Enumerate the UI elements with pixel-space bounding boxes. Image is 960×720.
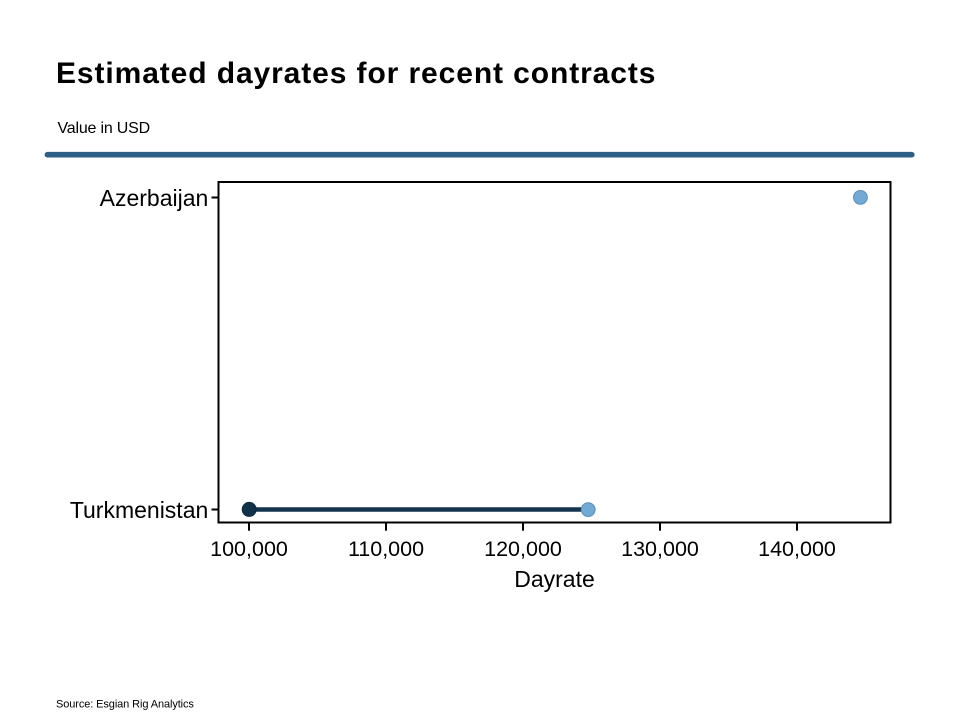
svg-text:Azerbaijan: Azerbaijan xyxy=(100,185,209,211)
svg-text:130,000: 130,000 xyxy=(621,537,699,561)
svg-text:Source: Esgian Rig Analytics: Source: Esgian Rig Analytics xyxy=(56,698,194,710)
svg-text:Estimated dayrates for recent: Estimated dayrates for recent contracts xyxy=(56,57,656,90)
svg-text:100,000: 100,000 xyxy=(210,537,288,561)
svg-text:Value in USD: Value in USD xyxy=(58,120,150,137)
svg-text:Turkmenistan: Turkmenistan xyxy=(70,497,208,523)
svg-text:120,000: 120,000 xyxy=(484,537,562,561)
svg-text:Dayrate: Dayrate xyxy=(514,566,595,592)
svg-text:110,000: 110,000 xyxy=(348,537,424,561)
svg-text:140,000: 140,000 xyxy=(758,537,836,561)
